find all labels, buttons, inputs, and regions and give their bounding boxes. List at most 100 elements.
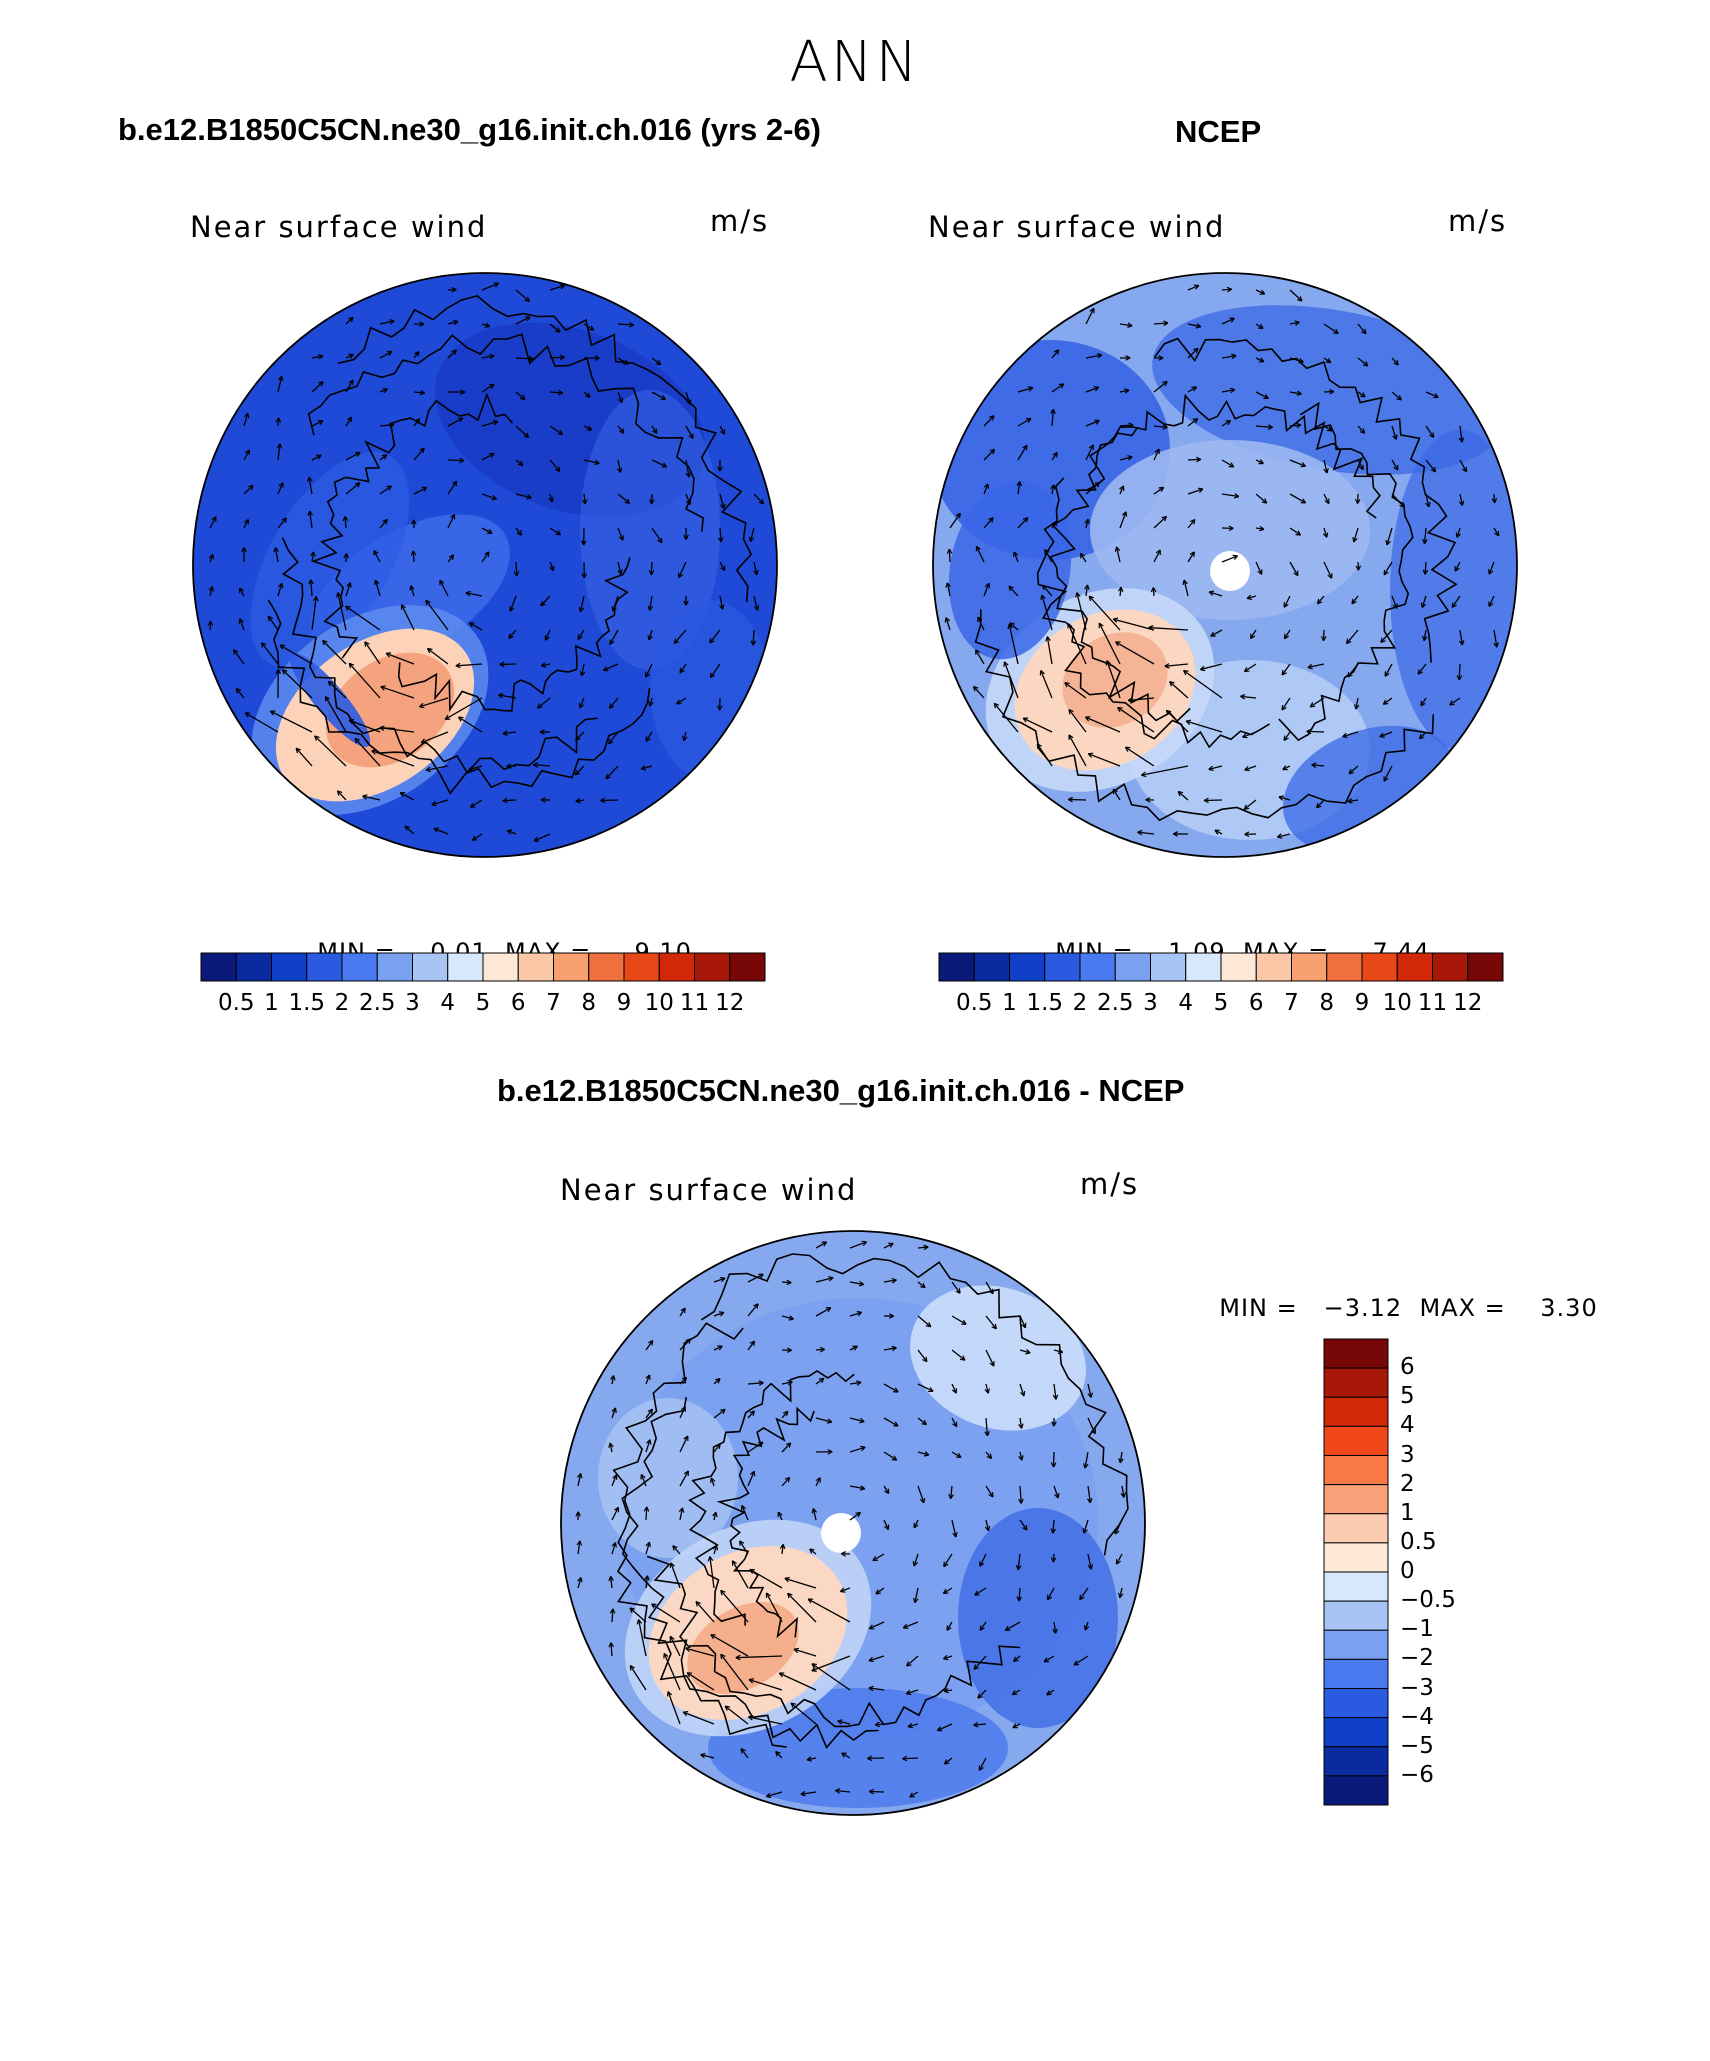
wind-vector	[611, 1506, 619, 1521]
wind-vector	[747, 1410, 755, 1419]
wind-vector-head	[1190, 518, 1196, 525]
wind-vector	[709, 629, 721, 644]
wind-vector-head	[600, 797, 606, 804]
wind-vector-head	[307, 510, 314, 516]
diff-colorbar-swatch	[1323, 1542, 1389, 1573]
wind-vector	[515, 561, 518, 577]
wind-vector-head	[1127, 322, 1133, 328]
wind-vector	[1187, 323, 1201, 328]
wind-vector	[1391, 357, 1399, 366]
wind-vector	[1187, 551, 1195, 563]
wind-vector-head	[1232, 554, 1239, 560]
wind-vector-head	[1420, 602, 1427, 609]
wind-vector	[611, 1542, 617, 1555]
wind-vector-head	[493, 282, 500, 288]
wind-vector	[849, 1417, 865, 1423]
model-units-label: m/s	[710, 204, 770, 238]
wind-vector	[239, 618, 245, 631]
wind-vector	[1210, 629, 1223, 637]
wind-vector	[1323, 493, 1330, 504]
wind-vector-head	[778, 1672, 785, 1678]
wind-vector-head	[717, 1345, 723, 1351]
wind-vector-head	[519, 394, 526, 401]
wind-vector-head	[719, 1276, 726, 1283]
wind-vector-head	[1249, 633, 1256, 640]
wind-vector	[209, 620, 212, 631]
wind-vector-head	[682, 1710, 689, 1717]
wind-vector	[515, 493, 532, 499]
wind-vector	[1169, 681, 1189, 699]
wind-vector	[1119, 323, 1133, 327]
wind-vector-head	[1283, 735, 1289, 742]
wind-vector-head	[1422, 635, 1428, 642]
wind-vector-head	[1392, 434, 1398, 440]
wind-vector	[713, 1512, 717, 1521]
wind-vector-head	[1025, 417, 1032, 424]
wind-vector-head	[1094, 481, 1101, 488]
wind-vector	[1221, 388, 1235, 393]
wind-vector	[1458, 663, 1461, 680]
model-variable-label: Near surface wind	[190, 210, 488, 244]
wind-vector-head	[1192, 417, 1199, 424]
wind-vector-head	[1208, 590, 1215, 596]
wind-vector-head	[1244, 831, 1250, 838]
model-colorbar-tick-label: 11	[679, 990, 710, 1016]
wind-vector	[1087, 753, 1121, 767]
coastline	[621, 1397, 879, 1749]
wind-vector-head	[1195, 323, 1202, 329]
wind-vector-head	[425, 599, 431, 606]
wind-vector	[1051, 383, 1065, 393]
wind-vector-head	[277, 375, 284, 382]
wind-vector	[1357, 357, 1369, 367]
wind-vector	[447, 417, 464, 427]
diff-units-label: m/s	[1080, 1167, 1140, 1201]
diff-colorbar-swatch	[1323, 1600, 1389, 1631]
wind-vector	[1242, 731, 1257, 738]
wind-vector-head	[1383, 776, 1389, 782]
wind-vector-head	[322, 639, 328, 646]
wind-vector	[1281, 697, 1291, 711]
wind-vector-head	[1417, 669, 1423, 675]
wind-vector	[1493, 629, 1498, 648]
wind-vector	[951, 1383, 957, 1394]
wind-vector	[413, 418, 421, 427]
wind-vector	[577, 1473, 582, 1487]
wind-vector-head	[410, 550, 417, 556]
wind-vector	[977, 616, 985, 631]
wind-vector	[617, 323, 634, 326]
wind-vector-head	[348, 316, 354, 323]
wind-vector-head	[975, 649, 981, 655]
wind-vector-head	[1298, 358, 1304, 364]
wind-vector	[650, 561, 653, 575]
wind-vector-head	[1115, 1559, 1121, 1565]
wind-vector-head	[506, 829, 513, 835]
wind-vector	[748, 1716, 783, 1725]
wind-vector	[1386, 527, 1393, 546]
model-colorbar-swatch	[588, 952, 625, 982]
wind-vector-head	[1454, 566, 1460, 572]
wind-vector	[379, 518, 388, 529]
wind-vector	[679, 1338, 692, 1351]
wind-vector-head	[720, 1653, 726, 1660]
wind-vector-head	[532, 762, 539, 768]
diff-colorbar-tick-label: −3	[1400, 1674, 1434, 1701]
wind-vector-head	[578, 606, 585, 613]
wind-vector	[244, 712, 279, 733]
wind-vector	[447, 480, 458, 495]
wind-vector	[515, 459, 524, 466]
wind-vector	[917, 1417, 927, 1426]
wind-vector	[1044, 549, 1053, 563]
wind-vector-head	[386, 350, 393, 356]
wind-vector	[1187, 458, 1201, 461]
wind-vector	[648, 595, 653, 611]
wind-vector-head	[648, 570, 655, 576]
wind-vector-head	[718, 1311, 725, 1317]
pole-mask	[1210, 551, 1250, 591]
wind-vector	[840, 1587, 851, 1593]
obs-colorbar-swatch	[1396, 952, 1433, 982]
wind-vector	[533, 833, 551, 842]
wind-vector	[985, 1451, 993, 1459]
wind-vector	[1165, 709, 1189, 733]
coastline	[646, 1555, 1021, 1728]
wind-vector-head	[891, 1345, 897, 1352]
